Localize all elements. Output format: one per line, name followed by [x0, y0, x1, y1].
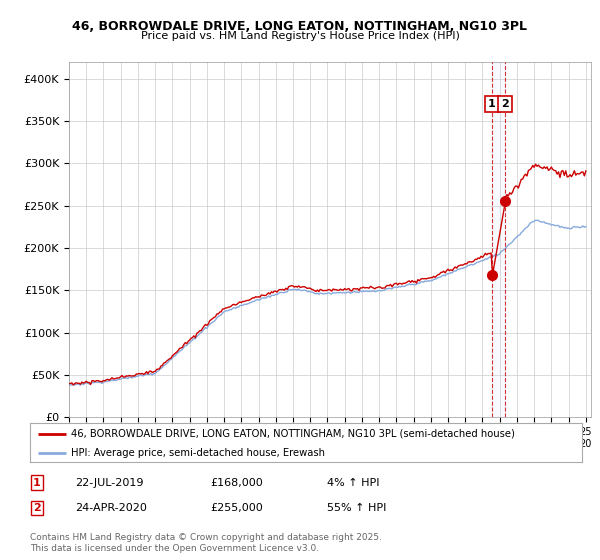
Text: HPI: Average price, semi-detached house, Erewash: HPI: Average price, semi-detached house,… — [71, 449, 325, 459]
Text: Price paid vs. HM Land Registry's House Price Index (HPI): Price paid vs. HM Land Registry's House … — [140, 31, 460, 41]
Text: £255,000: £255,000 — [210, 503, 263, 513]
Text: 24-APR-2020: 24-APR-2020 — [75, 503, 147, 513]
Text: 22-JUL-2019: 22-JUL-2019 — [75, 478, 143, 488]
Text: Contains HM Land Registry data © Crown copyright and database right 2025.
This d: Contains HM Land Registry data © Crown c… — [30, 533, 382, 553]
Bar — [492, 62, 505, 417]
Text: 2: 2 — [33, 503, 41, 513]
Text: 4% ↑ HPI: 4% ↑ HPI — [327, 478, 380, 488]
Text: 46, BORROWDALE DRIVE, LONG EATON, NOTTINGHAM, NG10 3PL (semi-detached house): 46, BORROWDALE DRIVE, LONG EATON, NOTTIN… — [71, 429, 515, 439]
Text: 1: 1 — [488, 99, 496, 109]
Text: 46, BORROWDALE DRIVE, LONG EATON, NOTTINGHAM, NG10 3PL: 46, BORROWDALE DRIVE, LONG EATON, NOTTIN… — [73, 20, 527, 32]
Text: 1: 1 — [33, 478, 41, 488]
Text: 55% ↑ HPI: 55% ↑ HPI — [327, 503, 386, 513]
Text: £168,000: £168,000 — [210, 478, 263, 488]
Text: 2: 2 — [501, 99, 509, 109]
